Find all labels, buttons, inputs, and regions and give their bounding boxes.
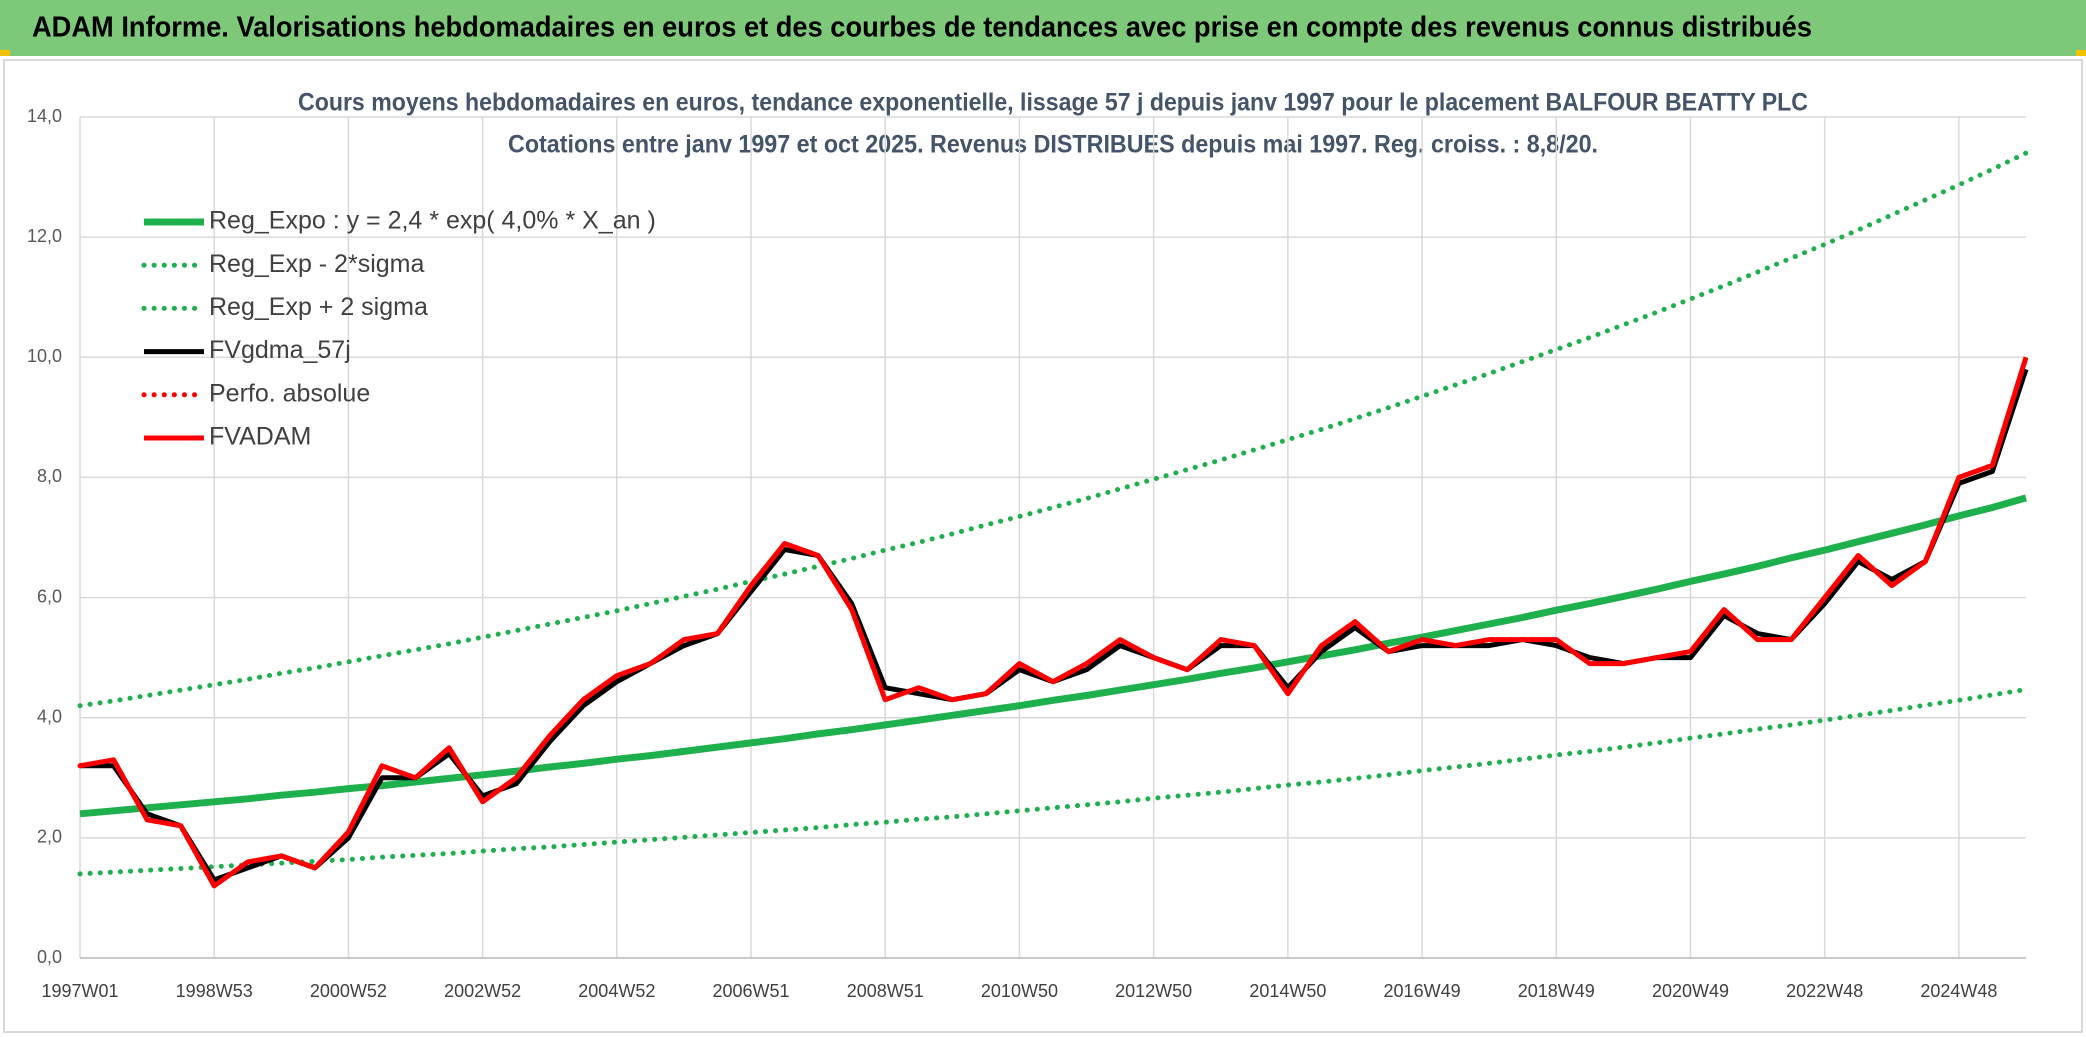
y-tick-label: 8,0 bbox=[37, 466, 62, 486]
x-tick-label: 2014W50 bbox=[1249, 981, 1326, 1001]
x-tick-label: 2004W52 bbox=[578, 981, 655, 1001]
legend-label: Perfo. absolue bbox=[209, 379, 370, 407]
legend-label: FVADAM bbox=[209, 423, 311, 451]
series-line bbox=[79, 494, 2027, 818]
legend-label: FVgdma_57j bbox=[209, 336, 351, 364]
x-tick-label: 2022W48 bbox=[1786, 981, 1863, 1001]
y-tick-label: 14,0 bbox=[27, 106, 62, 126]
series-line bbox=[79, 356, 2029, 889]
x-tick-label: 2006W51 bbox=[713, 981, 790, 1001]
x-tick-label: 2000W52 bbox=[310, 981, 387, 1001]
x-tick-label: 2018W49 bbox=[1518, 981, 1595, 1001]
x-tick-label: 2002W52 bbox=[444, 981, 521, 1001]
y-tick-label: 12,0 bbox=[27, 226, 62, 246]
x-tick-label: 2012W50 bbox=[1115, 981, 1192, 1001]
series-line bbox=[77, 150, 2029, 709]
header-title: ADAM Informe. Valorisations hebdomadaire… bbox=[32, 12, 1812, 44]
legend-label: Reg_Exp + 2 sigma bbox=[209, 293, 428, 321]
corner-mark bbox=[2076, 50, 2086, 56]
corner-mark bbox=[0, 50, 10, 56]
y-tick-label: 4,0 bbox=[37, 706, 62, 726]
x-tick-label: 2020W49 bbox=[1652, 981, 1729, 1001]
x-tick-label: 2024W48 bbox=[1920, 981, 1997, 1001]
legend-label: Reg_Exp - 2*sigma bbox=[209, 250, 424, 278]
y-tick-label: 0,0 bbox=[37, 947, 62, 967]
chart-frame bbox=[3, 59, 2083, 1033]
legend-label: Reg_Expo : y = 2,4 * exp( 4,0% * X_an ) bbox=[209, 207, 656, 235]
header-bar bbox=[0, 0, 2086, 56]
y-tick-label: 2,0 bbox=[37, 827, 62, 847]
x-tick-label: 2008W51 bbox=[847, 981, 924, 1001]
x-tick-label: 1998W53 bbox=[176, 981, 253, 1001]
chart-title: Cours moyens hebdomadaires en euros, ten… bbox=[298, 89, 1808, 117]
series-line bbox=[77, 687, 2029, 877]
y-tick-label: 6,0 bbox=[37, 586, 62, 606]
chart-subtitle: Cotations entre janv 1997 et oct 2025. R… bbox=[508, 131, 1598, 159]
x-tick-label: 1997W01 bbox=[41, 981, 118, 1001]
x-tick-label: 2010W50 bbox=[981, 981, 1058, 1001]
x-tick-label: 2016W49 bbox=[1384, 981, 1461, 1001]
y-tick-label: 10,0 bbox=[27, 346, 62, 366]
